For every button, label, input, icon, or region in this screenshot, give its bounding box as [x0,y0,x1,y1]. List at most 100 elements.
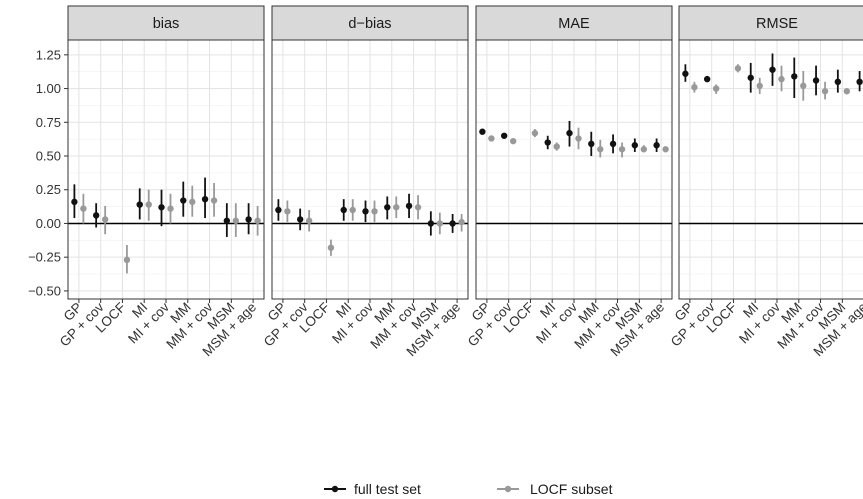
point-full-msm-age [245,216,252,223]
point-full-mm-cov [201,195,209,203]
marks-rmse [682,53,863,101]
point-locf-msm-age [662,146,669,153]
point-full-msm [631,142,639,149]
y-tick-label: 0.00 [36,216,61,231]
point-locf-mi-cov [778,75,785,83]
y-tick-label: 0.50 [36,149,61,164]
y-tick-label: 0.75 [36,115,61,130]
point-full-mi-cov [158,204,165,211]
point-full-mm-cov [812,77,820,84]
point-locf-mm-cov [618,146,626,153]
point-locf-locf [531,129,539,137]
strip-mae [475,5,673,41]
point-locf-mi-cov [371,208,378,215]
point-full-gp [275,206,282,214]
point-full-gp-cov [500,132,508,139]
point-locf-mm [597,146,604,153]
point-locf-mi [349,206,356,214]
point-locf-mm [189,198,196,206]
point-full-msm-age [856,78,863,86]
point-locf-mi [756,82,763,90]
point-full-gp [71,198,78,206]
point-locf-gp [80,205,87,212]
legend-label-locf: LOCF subset [530,481,613,497]
point-full-mi [747,74,754,81]
point-full-msm [427,220,435,227]
point-full-mm-cov [405,202,413,210]
legend: full test set LOCF subset [324,481,613,497]
point-locf-gp-cov [305,217,313,224]
strip-label-rmse: RMSE [756,16,798,32]
point-locf-mi [145,201,152,208]
point-full-msm [223,217,231,224]
point-locf-gp [488,135,495,142]
point-full-mm-cov [609,140,617,148]
point-locf-msm [436,220,444,227]
point-full-mm [791,73,798,80]
point-full-mm [384,204,391,211]
point-full-mi [340,206,347,214]
y-tick-label: 0.25 [36,182,61,197]
strip-bias [67,5,265,41]
point-full-msm [834,78,842,86]
point-locf-mi-cov [167,205,174,212]
point-full-mm [588,140,595,148]
plot-area-rmse [679,40,863,299]
point-full-gp-cov [92,212,100,219]
point-full-mi-cov [566,129,573,137]
x-tick-label-mi: MI [333,300,354,321]
marks-d-bias [275,193,465,256]
point-locf-msm-age [254,217,261,224]
legend-label-full: full test set [354,481,421,497]
point-locf-mi [553,143,560,150]
point-locf-gp [691,84,698,91]
point-full-gp-cov [703,75,711,83]
point-locf-gp [284,208,291,215]
strip-label-bias: bias [153,16,180,32]
y-tick-label: −0.50 [28,283,61,298]
point-full-msm-age [653,142,660,149]
point-locf-locf [123,256,131,264]
point-full-gp [479,128,486,135]
point-full-mm [180,197,187,204]
point-locf-locf [327,244,335,251]
point-locf-gp-cov [712,85,720,92]
point-locf-gp-cov [101,216,109,223]
marks-bias [71,177,261,274]
y-tick-label: −0.25 [28,250,61,265]
point-locf-mm-cov [414,204,422,211]
point-full-mi [544,139,551,146]
legend-swatch-locf-dot [504,485,512,493]
point-full-msm-age [449,220,456,227]
point-full-gp-cov [296,216,304,223]
y-tick-label: 1.25 [36,47,61,62]
strip-label-d-bias: d−bias [348,16,391,32]
point-locf-mm-cov [210,197,218,204]
point-locf-msm [232,217,240,224]
y-tick-label: 1.00 [36,81,61,96]
point-locf-msm-age [458,218,465,226]
point-locf-locf [734,65,742,72]
point-full-mi-cov [362,208,369,215]
point-locf-gp-cov [509,137,517,145]
legend-swatch-full-dot [331,485,339,493]
marks-mae [479,120,669,158]
point-full-mi-cov [769,66,776,73]
y-axis: 1.25 1.00 0.75 0.50 0.25 0.00 −0.25 −0.50 [28,47,68,298]
point-locf-msm [843,88,851,95]
point-locf-mm-cov [821,88,829,95]
point-locf-mi-cov [575,135,582,142]
point-locf-mm [393,204,400,211]
point-full-mi [136,201,143,208]
point-locf-msm [640,146,648,153]
point-locf-mm [800,82,807,90]
point-full-gp [682,70,689,77]
strip-d-bias [271,5,469,41]
strip-label-mae: MAE [558,16,590,32]
